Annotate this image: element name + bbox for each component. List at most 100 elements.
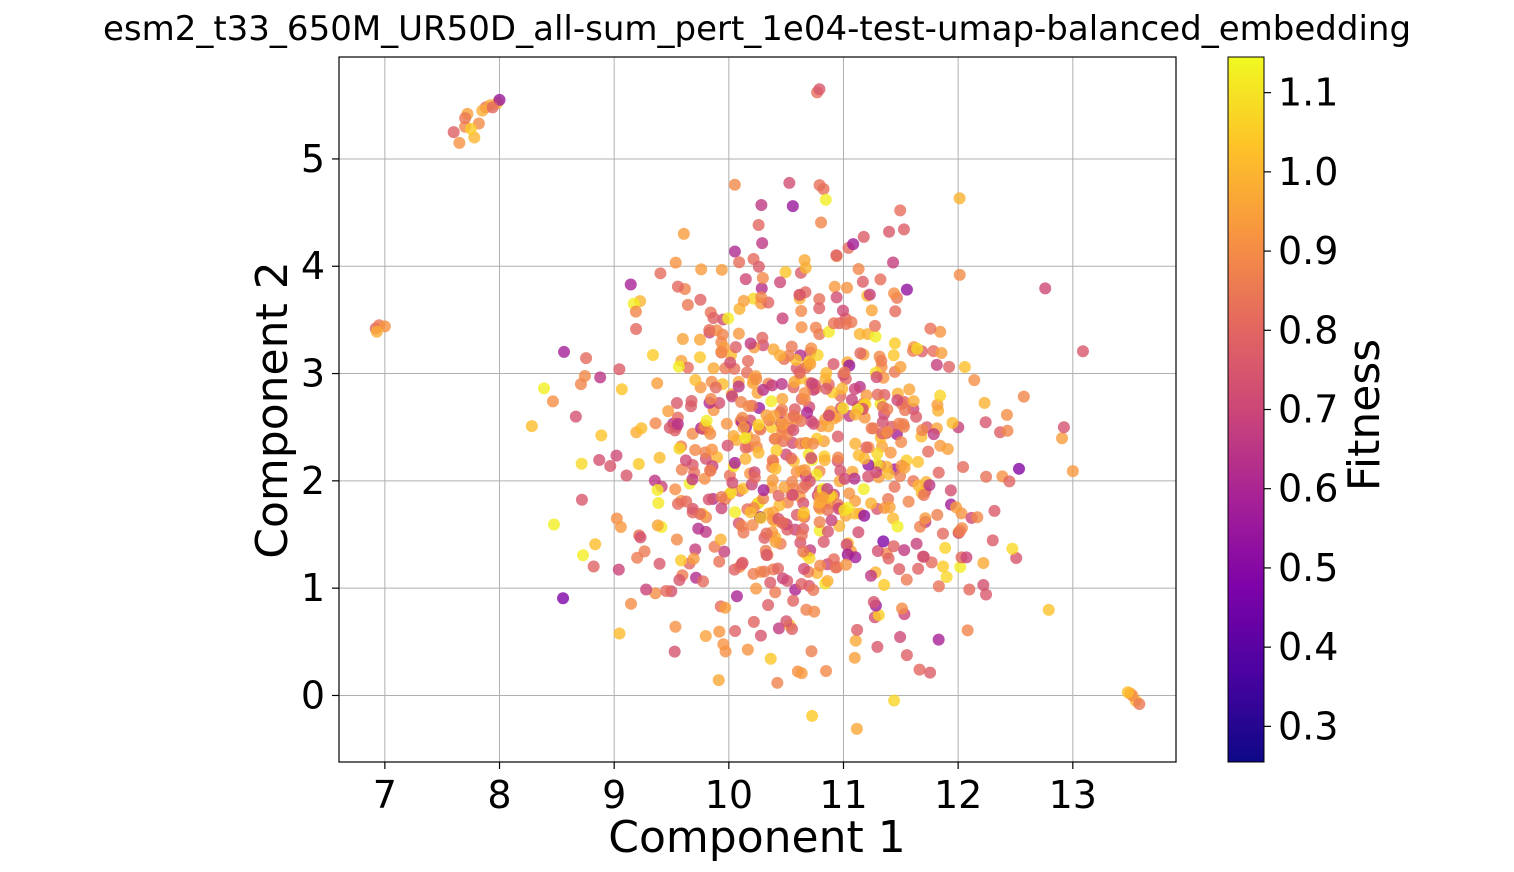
scatter-point	[713, 555, 726, 568]
scatter-point	[845, 393, 858, 406]
scatter-point	[988, 504, 1001, 517]
scatter-point	[932, 633, 945, 646]
scatter-point	[733, 256, 746, 269]
scatter-point	[1010, 551, 1023, 564]
scatter-point	[574, 378, 587, 391]
scatter-point	[837, 304, 850, 317]
scatter-point	[722, 312, 735, 325]
scatter-point	[679, 454, 692, 467]
scatter-point	[849, 437, 862, 450]
scatter-point	[744, 506, 757, 519]
scatter-point	[849, 634, 862, 647]
scatter-point	[736, 411, 749, 424]
scatter-point	[971, 511, 984, 524]
scatter-point	[689, 373, 702, 386]
scatter-point	[1057, 421, 1070, 434]
scatter-point	[888, 480, 901, 493]
scatter-point	[927, 428, 940, 441]
scatter-point	[849, 408, 862, 421]
scatter-point	[464, 122, 477, 135]
scatter-point	[762, 598, 775, 611]
scatter-point	[882, 552, 895, 565]
scatter-point	[816, 491, 829, 504]
scatter-point	[797, 506, 810, 519]
scatter-point	[648, 474, 661, 487]
scatter-point	[793, 288, 806, 301]
scatter-point	[739, 273, 752, 286]
scatter-point	[986, 534, 999, 547]
scatter-point	[737, 421, 750, 434]
scatter-point	[832, 451, 845, 464]
scatter-point	[613, 363, 626, 376]
scatter-point	[651, 519, 664, 532]
scatter-point	[840, 538, 853, 551]
scatter-point	[764, 576, 777, 589]
scatter-point	[651, 377, 664, 390]
scatter-point	[786, 200, 799, 213]
scatter-point	[635, 422, 648, 435]
scatter-point	[700, 414, 713, 427]
scatter-point	[486, 101, 499, 114]
points-layer	[369, 83, 1146, 735]
scatter-point	[813, 302, 826, 315]
scatter-point	[615, 383, 628, 396]
scatter-point	[704, 427, 717, 440]
scatter-point	[756, 331, 769, 344]
scatter-point	[652, 496, 665, 509]
scatter-point	[525, 420, 538, 433]
scatter-point	[953, 525, 966, 538]
scatter-point	[910, 537, 923, 550]
scatter-point	[625, 597, 638, 610]
scatter-point	[916, 424, 929, 437]
scatter-point	[712, 674, 725, 687]
colorbar-tick-label: 0.4	[1278, 625, 1338, 669]
y-axis: 0 1 2 3 4 5	[301, 137, 339, 717]
scatter-point	[787, 424, 800, 437]
x-tick-label: 12	[934, 773, 982, 817]
scatter-point	[1012, 462, 1025, 475]
x-tick-label: 7	[373, 773, 397, 817]
scatter-point	[703, 323, 716, 336]
scatter-point	[807, 417, 820, 430]
scatter-point	[709, 381, 722, 394]
scatter-point	[587, 560, 600, 573]
scatter-point	[726, 476, 739, 489]
scatter-point	[760, 527, 773, 540]
scatter-point	[735, 396, 748, 409]
scatter-point	[953, 192, 966, 205]
scatter-point	[795, 577, 808, 590]
scatter-point	[755, 282, 768, 295]
scatter-point	[940, 570, 953, 583]
scatter-point	[978, 396, 991, 409]
scatter-point	[867, 596, 880, 609]
scatter-point	[713, 625, 726, 638]
scatter-point	[1003, 475, 1016, 488]
scatter-point	[902, 495, 915, 508]
scatter-point	[750, 373, 763, 386]
scatter-point	[795, 321, 808, 334]
scatter-point	[923, 479, 936, 492]
scatter-point	[1042, 603, 1055, 616]
scatter-point	[649, 587, 662, 600]
scatter-point	[750, 582, 763, 595]
scatter-point	[681, 361, 694, 374]
scatter-point	[669, 483, 682, 496]
scatter-point	[676, 333, 689, 346]
colorbar-tick-label: 0.9	[1278, 229, 1338, 273]
scatter-point	[557, 592, 570, 605]
scatter-point	[819, 193, 832, 206]
scatter-point	[815, 216, 828, 229]
scatter-point	[793, 366, 806, 379]
scatter-point	[865, 304, 878, 317]
scatter-point	[808, 605, 821, 618]
scatter-point	[730, 590, 743, 603]
scatter-point	[919, 512, 932, 525]
scatter-point	[935, 346, 948, 359]
scatter-point	[576, 549, 589, 562]
scatter-point	[681, 298, 694, 311]
scatter-point	[624, 278, 637, 291]
scatter-point	[821, 525, 834, 538]
scatter-point	[593, 454, 606, 467]
scatter-point	[739, 452, 752, 465]
colorbar-tick-label: 0.6	[1278, 467, 1338, 511]
